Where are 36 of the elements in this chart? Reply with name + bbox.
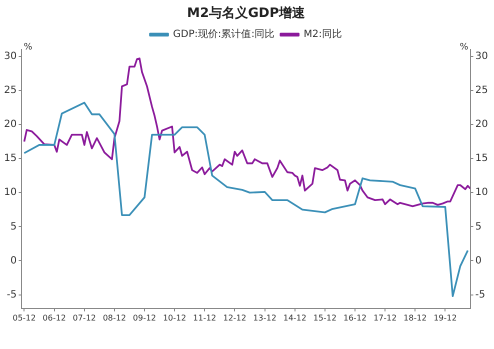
x-tick-label: 14-12 bbox=[283, 313, 306, 322]
x-tick-label: 11-12 bbox=[193, 313, 216, 322]
y2-tick-label: 5 bbox=[475, 221, 482, 232]
x-tick-label: 18-12 bbox=[404, 313, 427, 322]
x-tick-label: 19-12 bbox=[434, 313, 457, 322]
x-tick-label: 10-12 bbox=[162, 313, 186, 322]
chart-title: M2与名义GDP增速 bbox=[187, 5, 306, 22]
legend-label: GDP:现价:累计值:同比 bbox=[173, 28, 275, 40]
x-tick-label: 13-12 bbox=[253, 313, 276, 322]
y-tick-label: 20 bbox=[4, 119, 17, 130]
y2-tick-label: 10 bbox=[475, 187, 488, 198]
x-tick-label: 09-12 bbox=[132, 313, 156, 322]
y2-tick-label: 20 bbox=[475, 119, 488, 130]
x-tick-label: 07-12 bbox=[72, 313, 96, 322]
y-tick-label: 10 bbox=[4, 187, 17, 198]
legend-label: M2:同比 bbox=[304, 28, 342, 40]
y2-tick-label: 30 bbox=[475, 51, 488, 62]
x-tick-label: 12-12 bbox=[223, 313, 246, 322]
x-tick-label: 15-12 bbox=[313, 313, 337, 322]
x-tick-label: 05-12 bbox=[12, 313, 36, 322]
y-tick-label: 0 bbox=[10, 255, 17, 266]
y-tick-label: 30 bbox=[4, 51, 17, 62]
y-tick-label: -5 bbox=[6, 289, 17, 300]
x-tick-label: 16-12 bbox=[343, 313, 367, 322]
x-tick-label: 06-12 bbox=[42, 313, 66, 322]
y-tick-label: 5 bbox=[10, 221, 17, 232]
x-tick-label: 08-12 bbox=[102, 313, 126, 322]
y-tick-label: 25 bbox=[4, 85, 17, 96]
y2-axis-title: % bbox=[460, 42, 469, 52]
y2-tick-label: 15 bbox=[475, 153, 488, 164]
y2-tick-label: 25 bbox=[475, 85, 488, 96]
y-axis-title: % bbox=[24, 42, 33, 52]
y2-tick-label: 0 bbox=[475, 255, 482, 266]
y2-tick-label: -5 bbox=[475, 289, 486, 300]
x-tick-label: 17-12 bbox=[373, 313, 397, 322]
y-tick-label: 15 bbox=[4, 153, 17, 164]
